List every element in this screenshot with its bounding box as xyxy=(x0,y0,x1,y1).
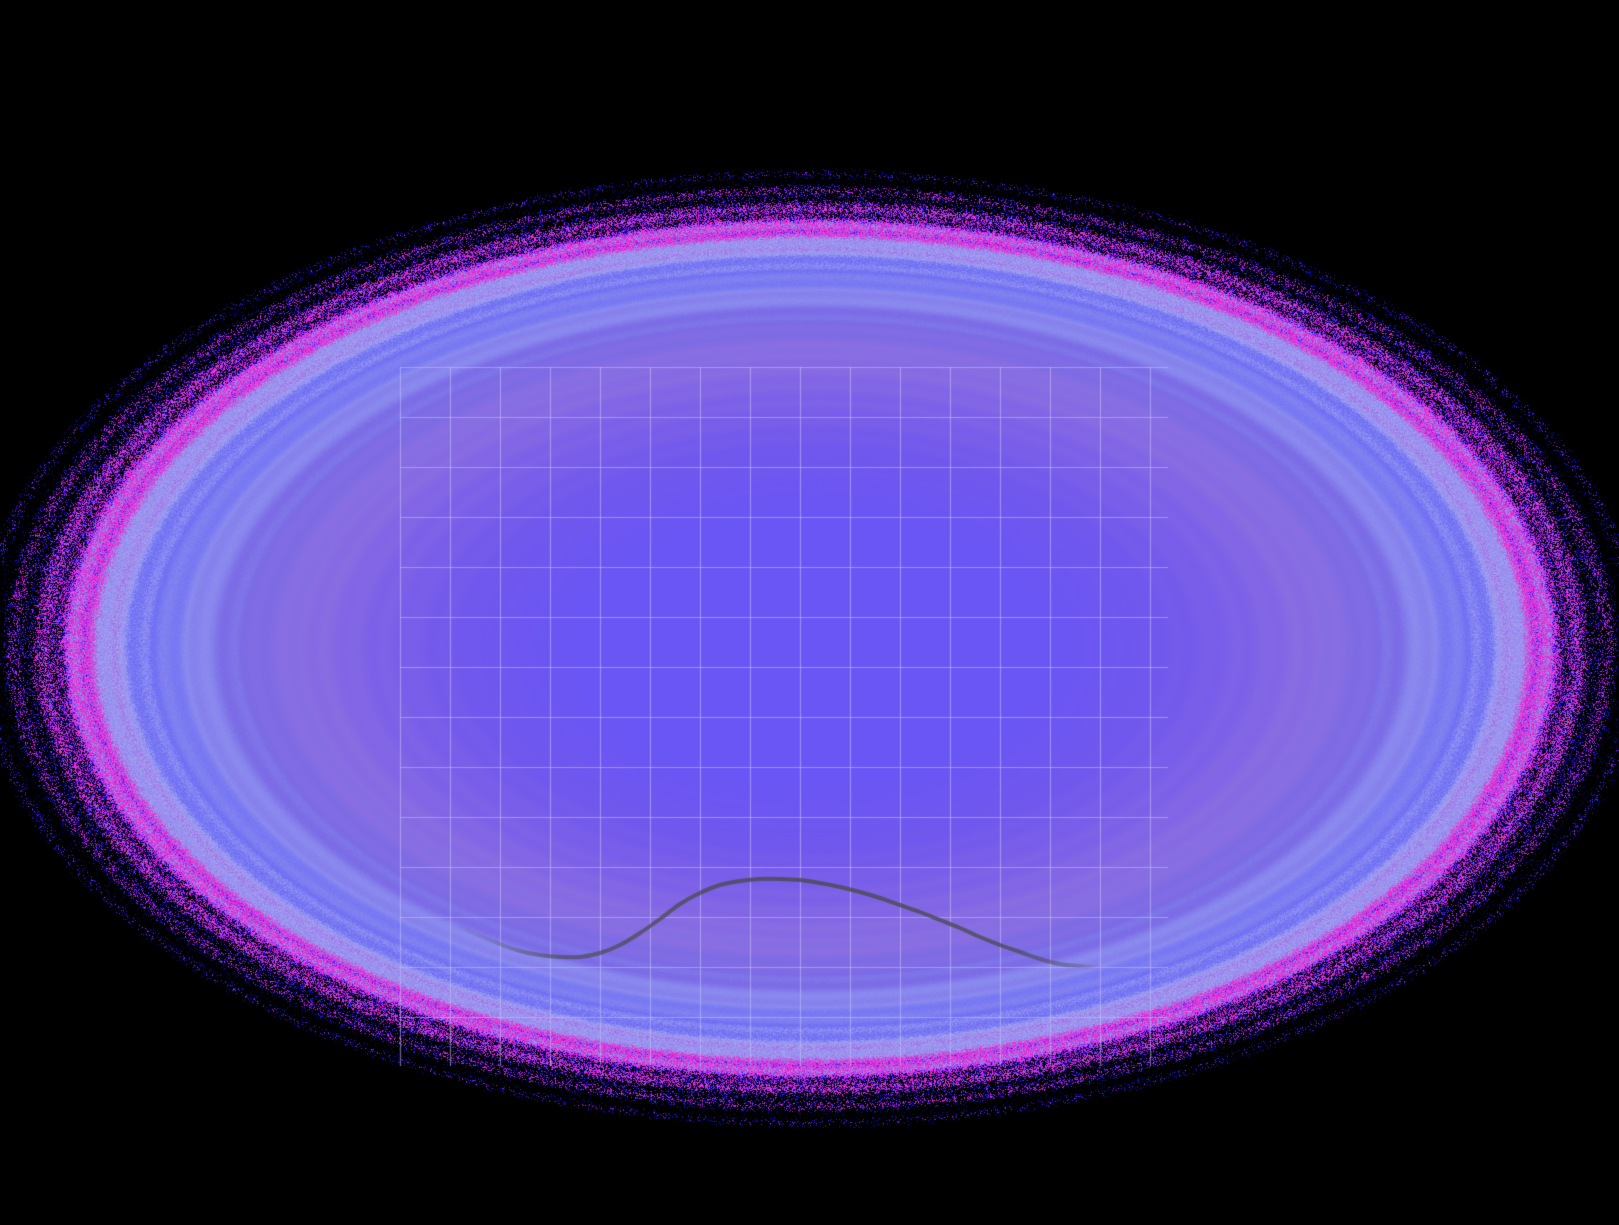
visualization-stage xyxy=(0,0,1619,1225)
radial-field-canvas xyxy=(0,0,1619,1225)
